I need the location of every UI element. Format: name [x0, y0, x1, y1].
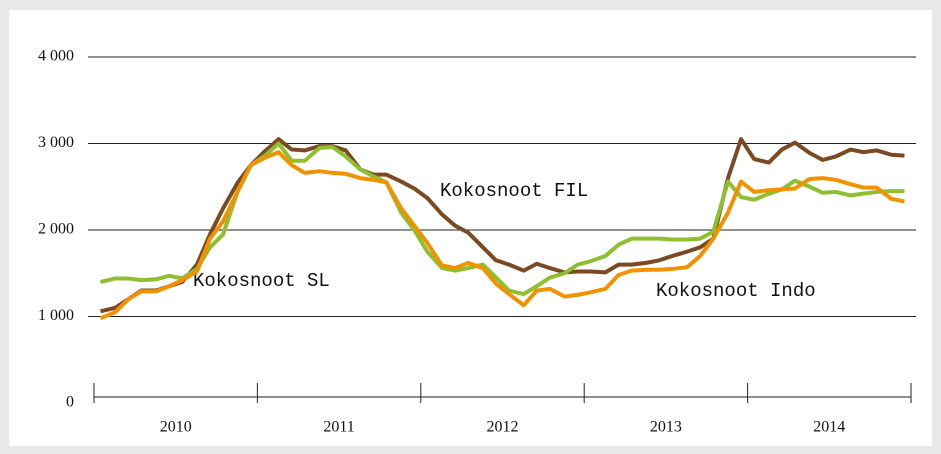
series-line	[100, 137, 905, 314]
x-tick-label: 2010	[160, 419, 192, 436]
y-tick-label: 3 000	[38, 134, 74, 151]
x-tick-label: 2011	[323, 419, 354, 436]
y-tick-label: 4 000	[38, 48, 74, 65]
series-label: Kokosnoot Indo	[656, 280, 816, 302]
x-tick-label: 2014	[813, 419, 845, 436]
y-tick-label: 1 000	[38, 307, 74, 324]
series-line	[99, 150, 905, 321]
y-tick-label: 2 000	[38, 221, 74, 238]
series-label: Kokosnoot SL	[193, 270, 330, 292]
x-tick-label: 2012	[487, 419, 519, 436]
x-tick-label: 2013	[650, 419, 682, 436]
plot-background	[9, 10, 932, 446]
series-label: Kokosnoot FIL	[440, 180, 588, 202]
y-tick-label: 0	[66, 394, 74, 411]
